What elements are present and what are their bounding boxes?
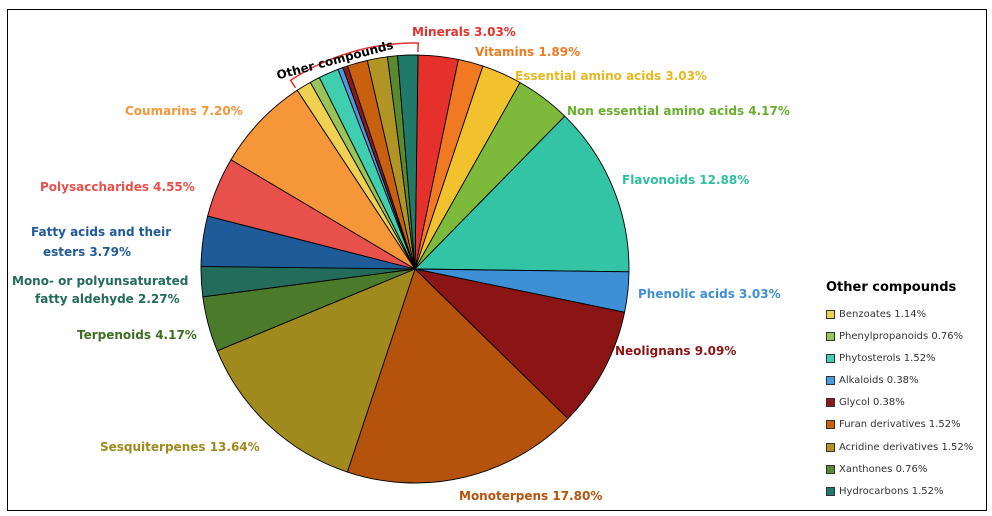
legend-swatch-1 (826, 331, 835, 341)
slice-label-1: Vitamins 1.89% (475, 45, 580, 59)
slice-label-10: Mono- or polyunsaturated (12, 274, 188, 288)
slice-label-3: Non essential amino acids 4.17% (567, 104, 790, 118)
legend-swatch-2 (826, 353, 835, 363)
other-compounds-bracket (289, 42, 419, 89)
legend-label-8: Hydrocarbons 1.52% (839, 486, 944, 497)
legend-swatch-3 (826, 376, 835, 386)
other-compounds-bracket-line (289, 42, 419, 89)
legend-swatch-6 (826, 442, 835, 452)
slice-label-12: Fatty acids and their (31, 225, 171, 239)
legend-item-3: Alkaloids 0.38% (826, 372, 986, 390)
slice-labels: Minerals 3.03% Vitamins 1.89% Essential am… (12, 25, 790, 503)
legend-item-5: Furan derivatives 1.52% (826, 416, 986, 434)
slice-label-13: esters 3.79% (43, 245, 131, 259)
slice-label-5: Phenolic acids 3.03% (638, 287, 781, 301)
legend-swatch-0 (826, 309, 835, 319)
legend-item-4: Glycol 0.38% (826, 394, 986, 412)
slice-label-11: fatty aldehyde 2.27% (35, 292, 180, 306)
slice-label-2: Essential amino acids 3.03% (515, 69, 707, 83)
slice-label-8: Sesquiterpenes 13.64% (100, 440, 260, 454)
legend-item-7: Xanthones 0.76% (826, 460, 986, 478)
slice-label-0: Minerals 3.03% (412, 25, 516, 39)
other-compounds-legend: Other compounds Benzoates 1.14% Phenylpro… (826, 280, 986, 505)
legend-item-6: Acridine derivatives 1.52% (826, 438, 986, 456)
slice-label-15: Coumarins 7.20% (125, 104, 243, 118)
legend-label-1: Phenylpropanoids 0.76% (839, 330, 964, 342)
legend-swatch-5 (826, 420, 835, 430)
pie-slice-22 (397, 54, 419, 270)
legend-item-1: Phenylpropanoids 0.76% (826, 327, 986, 345)
legend-label-2: Phytosterols 1.52% (839, 352, 936, 364)
legend-swatch-8 (826, 487, 835, 496)
slice-label-4: Flavonoids 12.88% (622, 173, 749, 187)
pie-chart: Other compounds Minerals 3.03%Vitamins 1… (12, 25, 790, 503)
pie-slice-8 (216, 268, 416, 473)
slice-label-9: Terpenoids 4.17% (77, 328, 197, 342)
slice-label-7: Monoterpens 17.80% (459, 489, 602, 503)
legend-items: Benzoates 1.14% Phenylpropanoids 0.76% Phy… (826, 305, 986, 501)
legend-label-5: Furan derivatives 1.52% (839, 419, 961, 431)
legend-label-6: Acridine derivatives 1.52% (839, 441, 974, 453)
legend-label-0: Benzoates 1.14% (839, 308, 927, 320)
legend-item-2: Phytosterols 1.52% (826, 349, 986, 367)
legend-label-7: Xanthones 0.76% (839, 463, 928, 475)
pie-slice-7 (346, 268, 569, 484)
legend-swatch-4 (826, 398, 835, 408)
legend-item-8: Hydrocarbons 1.52% (826, 483, 986, 501)
legend-label-4: Glycol 0.38% (839, 397, 905, 409)
legend-label-3: Alkaloids 0.38% (839, 375, 919, 387)
legend-swatch-7 (826, 464, 835, 474)
legend-title: Other compounds (826, 280, 957, 295)
pie-slice-4 (413, 115, 630, 273)
slice-label-14: Polysaccharides 4.55% (40, 180, 195, 194)
slice-label-6: Neolignans 9.09% (615, 344, 736, 358)
chart-frame: Other compounds Minerals 3.03% Vitamins 1… (7, 9, 987, 511)
pie-slice-6 (413, 268, 626, 420)
pie-slices (200, 54, 630, 484)
legend-item-0: Benzoates 1.14% (826, 305, 986, 323)
